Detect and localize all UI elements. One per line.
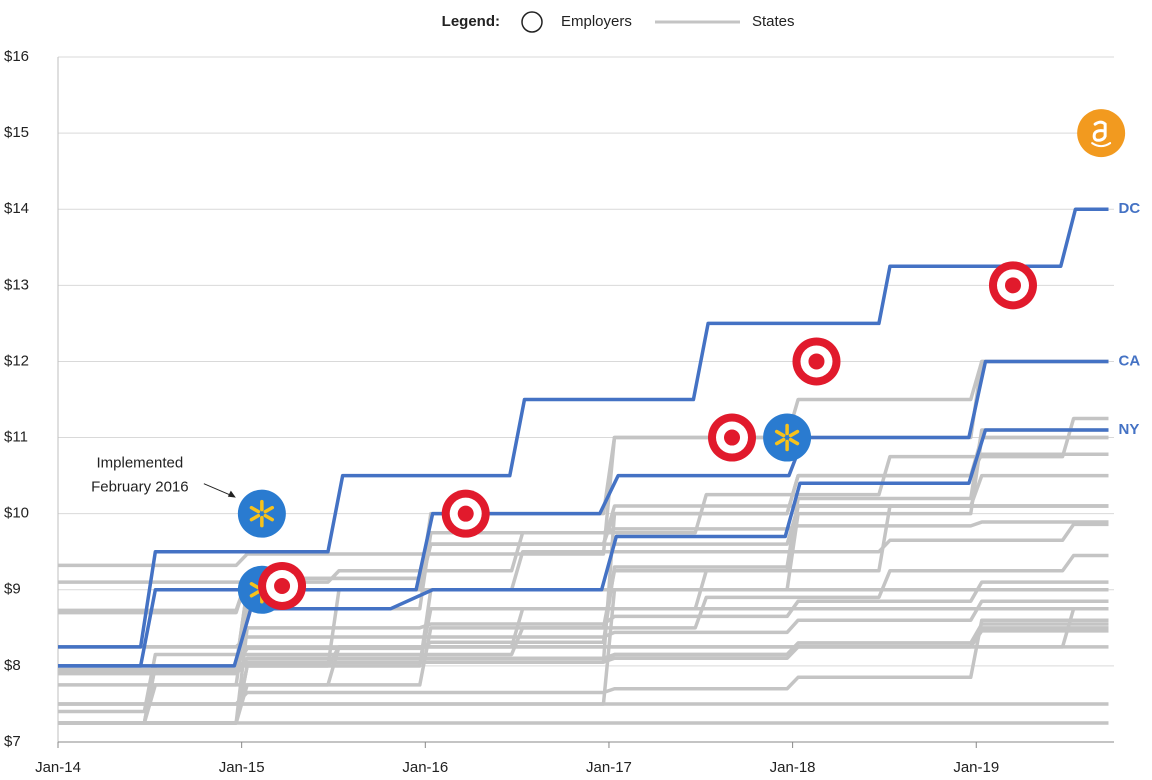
- amazon-a: [1092, 120, 1107, 142]
- legend-states: States: [752, 13, 795, 30]
- x-tick-label: Jan-15: [219, 759, 265, 776]
- amazon-disc: [1077, 109, 1126, 158]
- walmart-spark: [788, 437, 800, 446]
- target-center: [457, 505, 474, 522]
- walmart-spark: [263, 505, 274, 514]
- employer-marker: [258, 561, 307, 610]
- walmart-spark: [263, 513, 274, 522]
- walmart-disc: [763, 413, 812, 462]
- highlight-line: [58, 207, 1109, 649]
- series-label: NY: [1118, 421, 1139, 438]
- x-tick-label: Jan-17: [586, 759, 632, 776]
- walmart-spark: [249, 582, 261, 590]
- annotation-text: February 2016: [91, 479, 189, 496]
- state-line: [58, 428, 1109, 668]
- state-line: [58, 607, 1109, 725]
- highlight-line: [58, 359, 1109, 668]
- walmart-spark: [788, 429, 800, 438]
- amazon-smile: [1091, 142, 1112, 148]
- target-center: [724, 429, 741, 446]
- employer-marker: [792, 337, 841, 386]
- y-tick-label: $16: [4, 48, 29, 65]
- employer-marker: [441, 489, 490, 538]
- y-tick-label: $11: [4, 429, 28, 446]
- highlight-line: [58, 428, 1109, 668]
- annotation-arrowhead: [227, 490, 236, 498]
- legend: Legend: Employers States: [442, 11, 795, 33]
- walmart-spark: [249, 513, 261, 522]
- y-tick-label: $9: [4, 581, 21, 598]
- x-tick-label: Jan-14: [35, 759, 81, 776]
- walmart-spark: [774, 429, 786, 438]
- state-line: [58, 618, 1109, 706]
- y-tick-label: $15: [4, 124, 29, 141]
- employer-marker: [708, 413, 757, 462]
- state-line: [58, 580, 1109, 725]
- state-line: [58, 599, 1109, 649]
- legend-title: Legend:: [442, 13, 500, 30]
- employer-marker: [1077, 109, 1126, 158]
- y-tick-label: $14: [4, 200, 29, 217]
- walmart-spark: [249, 505, 261, 514]
- walmart-spark: [249, 590, 261, 598]
- employer-marker: [988, 261, 1037, 310]
- y-tick-label: $13: [4, 276, 29, 293]
- y-tick-label: $10: [4, 505, 29, 522]
- walmart-spark: [774, 437, 786, 446]
- x-tick-label: Jan-18: [770, 759, 816, 776]
- walmart-disc: [237, 489, 286, 538]
- annotation-arrow: [203, 483, 233, 497]
- state-line: [58, 416, 1109, 584]
- state-line: [58, 504, 1109, 615]
- legend-employer-symbol: [521, 11, 543, 33]
- state-line: [58, 520, 1109, 687]
- x-tick-label: Jan-19: [953, 759, 999, 776]
- y-tick-label: $8: [4, 657, 21, 674]
- state-line: [58, 359, 1109, 568]
- state-line: [58, 553, 1109, 714]
- target-center: [274, 577, 291, 594]
- series-label: DC: [1118, 200, 1140, 217]
- annotation-text: Implemented: [96, 455, 183, 472]
- target-center: [808, 353, 825, 370]
- target-center: [1004, 277, 1021, 294]
- y-tick-label: $12: [4, 352, 29, 369]
- legend-employers: Employers: [561, 13, 632, 30]
- employer-marker: [237, 489, 286, 538]
- state-line: [58, 626, 1109, 676]
- series-label: CA: [1118, 352, 1140, 369]
- x-tick-label: Jan-16: [402, 759, 448, 776]
- employer-marker: [763, 413, 812, 462]
- y-tick-label: $7: [4, 733, 21, 750]
